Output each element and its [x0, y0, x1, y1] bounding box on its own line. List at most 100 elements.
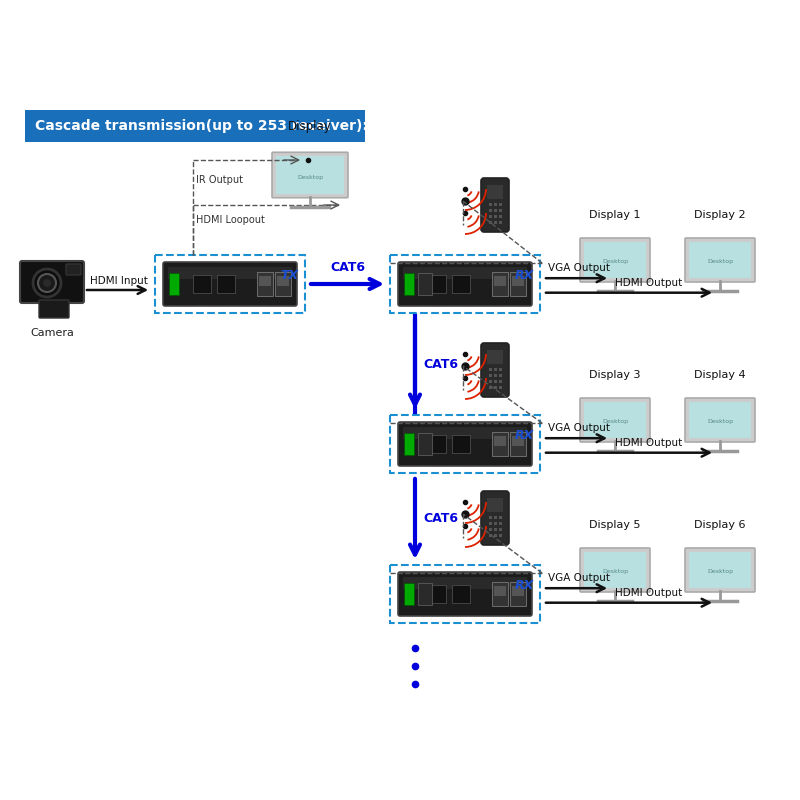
Bar: [512, 276, 524, 286]
Bar: [489, 203, 492, 206]
Bar: [428, 586, 446, 603]
Bar: [404, 433, 414, 455]
Bar: [403, 267, 527, 279]
FancyBboxPatch shape: [272, 152, 348, 198]
Bar: [452, 586, 470, 603]
Bar: [494, 203, 497, 206]
Text: Desktop: Desktop: [297, 174, 323, 179]
Bar: [403, 577, 527, 589]
Bar: [275, 272, 291, 296]
Bar: [499, 221, 502, 224]
Text: RX: RX: [514, 579, 534, 592]
FancyBboxPatch shape: [580, 548, 650, 592]
Bar: [584, 242, 646, 278]
Bar: [492, 272, 508, 296]
Bar: [489, 209, 492, 212]
Bar: [510, 432, 526, 456]
Bar: [489, 522, 492, 525]
Text: CAT6: CAT6: [330, 261, 365, 274]
Text: Desktop: Desktop: [602, 570, 628, 574]
Bar: [689, 402, 751, 438]
Bar: [217, 275, 235, 293]
Bar: [689, 552, 751, 588]
FancyBboxPatch shape: [580, 398, 650, 442]
Text: VGA Output: VGA Output: [548, 263, 610, 274]
Bar: [404, 273, 414, 295]
Bar: [390, 415, 540, 473]
Bar: [257, 272, 273, 296]
Bar: [494, 221, 497, 224]
Text: CAT6: CAT6: [423, 513, 458, 526]
Bar: [487, 185, 503, 199]
Bar: [452, 275, 470, 293]
Text: VGA Output: VGA Output: [548, 573, 610, 583]
Bar: [390, 255, 540, 313]
Text: RX: RX: [514, 269, 534, 282]
FancyBboxPatch shape: [398, 262, 532, 306]
Bar: [428, 435, 446, 453]
Bar: [25, 110, 365, 142]
Bar: [499, 368, 502, 371]
Text: Camera: Camera: [30, 328, 74, 338]
Bar: [169, 273, 179, 295]
Text: Cascade transmission(up to 253 receiver):: Cascade transmission(up to 253 receiver)…: [35, 119, 368, 133]
Bar: [494, 380, 497, 383]
Bar: [428, 275, 446, 293]
Bar: [404, 582, 414, 605]
Bar: [510, 272, 526, 296]
Bar: [689, 242, 751, 278]
Bar: [510, 582, 526, 606]
FancyBboxPatch shape: [398, 422, 532, 466]
Bar: [492, 582, 508, 606]
FancyBboxPatch shape: [163, 262, 297, 306]
Bar: [489, 215, 492, 218]
Text: Display 2: Display 2: [694, 210, 746, 220]
Bar: [584, 402, 646, 438]
Bar: [418, 433, 432, 455]
Bar: [494, 368, 497, 371]
Text: HDMI Input: HDMI Input: [90, 276, 148, 286]
Bar: [193, 275, 211, 293]
FancyBboxPatch shape: [20, 261, 84, 303]
Text: Desktop: Desktop: [707, 570, 733, 574]
Bar: [499, 215, 502, 218]
Bar: [499, 209, 502, 212]
Bar: [487, 498, 503, 512]
Bar: [489, 368, 492, 371]
Bar: [494, 586, 506, 596]
Bar: [487, 350, 503, 364]
Bar: [489, 528, 492, 531]
Text: Display: Display: [288, 120, 332, 133]
Bar: [494, 276, 506, 286]
Bar: [492, 432, 508, 456]
Text: IR Output: IR Output: [196, 175, 243, 185]
Bar: [452, 435, 470, 453]
Text: HDMI Output: HDMI Output: [615, 278, 682, 288]
Text: Display 3: Display 3: [590, 370, 641, 380]
Bar: [499, 380, 502, 383]
Text: Desktop: Desktop: [602, 259, 628, 265]
FancyBboxPatch shape: [481, 491, 509, 545]
Text: Desktop: Desktop: [602, 419, 628, 425]
Bar: [390, 565, 540, 623]
FancyBboxPatch shape: [685, 398, 755, 442]
Circle shape: [38, 274, 56, 292]
Bar: [489, 221, 492, 224]
Bar: [494, 522, 497, 525]
Bar: [489, 516, 492, 519]
Bar: [276, 156, 344, 194]
Text: Display 5: Display 5: [590, 520, 641, 530]
Bar: [499, 374, 502, 377]
Bar: [168, 267, 292, 279]
Bar: [499, 516, 502, 519]
Bar: [512, 586, 524, 596]
Circle shape: [33, 269, 61, 297]
Bar: [512, 436, 524, 446]
Bar: [489, 374, 492, 377]
FancyBboxPatch shape: [481, 343, 509, 397]
Text: Display 6: Display 6: [694, 520, 746, 530]
Text: TX: TX: [281, 269, 299, 282]
Bar: [494, 215, 497, 218]
FancyBboxPatch shape: [580, 238, 650, 282]
Bar: [418, 273, 432, 295]
